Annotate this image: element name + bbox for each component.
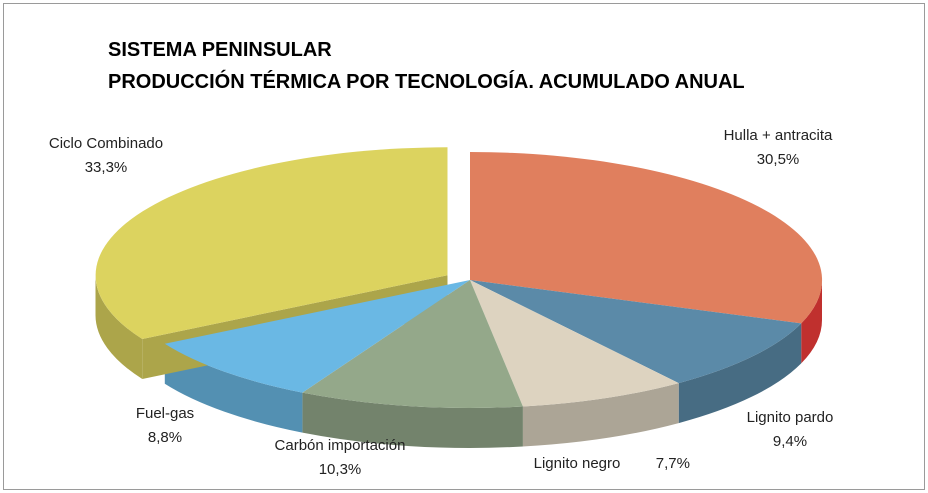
slice-label: Lignito pardo — [747, 409, 834, 426]
slice — [470, 152, 823, 324]
slice — [470, 280, 802, 384]
slice-label: Carbón importación — [275, 437, 406, 454]
slice-side — [95, 275, 143, 379]
slice — [302, 280, 523, 408]
slice-side — [302, 392, 523, 448]
value-label: 7,7% — [656, 455, 690, 472]
slice-label: Fuel-gas — [136, 405, 194, 422]
slice-side — [678, 323, 802, 424]
chart-subtitle: PRODUCCIÓN TÉRMICA POR TECNOLOGÍA. ACUMU… — [108, 69, 745, 93]
slice — [164, 280, 471, 393]
value-label: 8,8% — [148, 429, 182, 446]
value-label: 10,3% — [319, 461, 362, 478]
slice — [470, 280, 679, 407]
slice-label: Lignito negro — [534, 455, 621, 472]
slice-label: Ciclo Combinado — [49, 135, 163, 152]
chart-title: SISTEMA PENINSULAR — [108, 39, 332, 61]
value-label: 9,4% — [773, 433, 807, 450]
slice — [95, 147, 448, 339]
value-label: 30,5% — [757, 151, 800, 168]
value-label: 33,3% — [85, 159, 128, 176]
slice-side — [522, 383, 679, 447]
slice-side — [801, 280, 823, 364]
slice-label: Hulla + antracita — [724, 127, 833, 144]
